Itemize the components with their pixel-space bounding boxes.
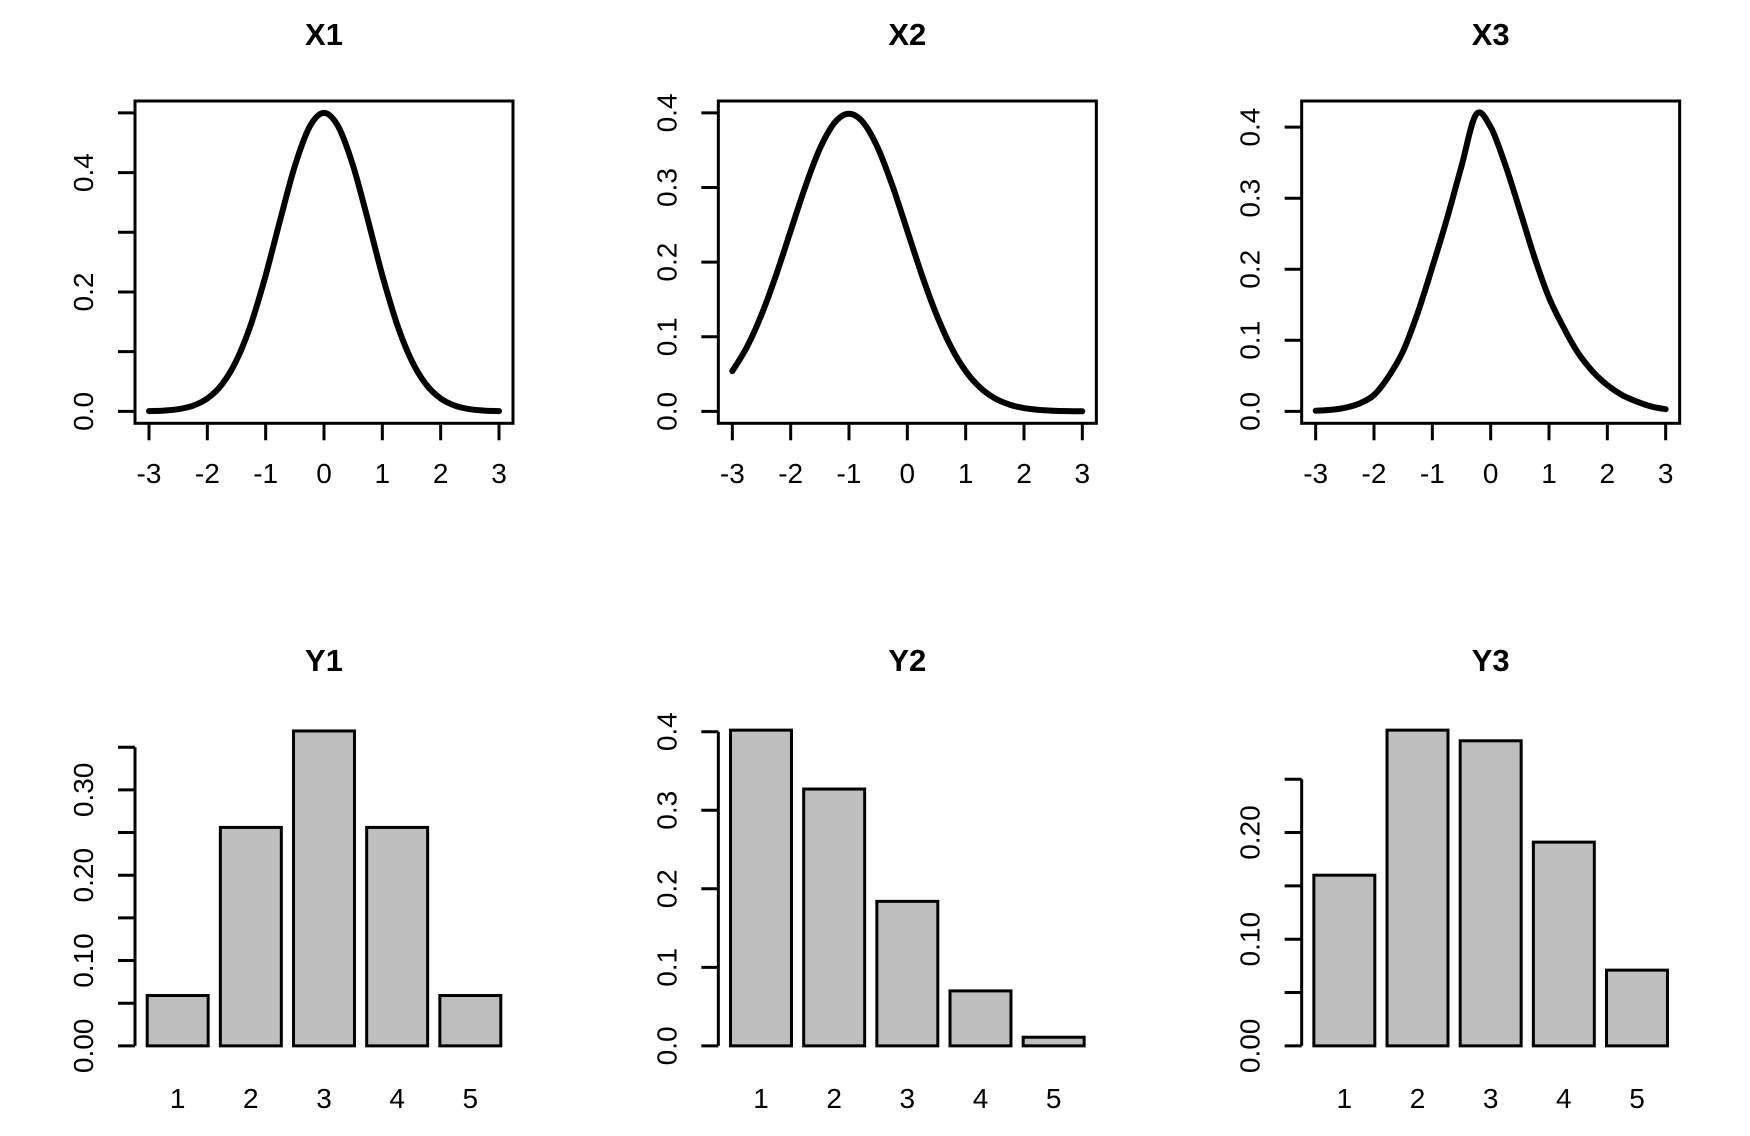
density-curve <box>1312 109 1669 414</box>
y-tick-label: 0.3 <box>651 168 682 207</box>
x-tick-label: 3 <box>1075 458 1091 489</box>
x-tick-label: 1 <box>958 458 974 489</box>
x-category-label: 5 <box>463 1083 479 1114</box>
y-tick-label: 0.1 <box>651 317 682 356</box>
panel-X2: X2 0.0 0.1 0.2 0.3 0.4 -3 -2 -1 0 1 2 3 <box>651 17 1098 489</box>
bar-3 <box>1458 739 1523 1048</box>
y-tick-label: 0.3 <box>651 791 682 830</box>
panel-title: X3 <box>1472 17 1510 52</box>
panel-title: Y1 <box>305 643 343 678</box>
bar-1 <box>145 994 210 1048</box>
panel-X1: X1 0.0 0.2 0.4 -3 -2 -1 0 1 2 3 <box>68 17 515 489</box>
y-tick-label: 0.20 <box>68 848 99 903</box>
x-category-label: 5 <box>1046 1083 1062 1114</box>
x-category-label: 1 <box>170 1083 186 1114</box>
x-tick-label: 2 <box>1016 458 1032 489</box>
x-tick-label: 0 <box>316 458 332 489</box>
bar-5 <box>1021 1035 1086 1048</box>
x-tick-label: -1 <box>1420 458 1445 489</box>
x-tick-label: 2 <box>433 458 449 489</box>
density-curve <box>729 110 1086 415</box>
y-tick-label: 0.2 <box>68 273 99 312</box>
x-tick-label: -3 <box>1303 458 1328 489</box>
x-category-label: 2 <box>1410 1083 1426 1114</box>
x-tick-label: -2 <box>195 458 220 489</box>
y-tick-label: 0.10 <box>1235 912 1266 967</box>
x-tick-label: 2 <box>1600 458 1616 489</box>
bar-2 <box>802 787 867 1048</box>
bar-1 <box>729 728 793 1048</box>
density-curve <box>146 109 502 415</box>
panel-title: Y3 <box>1472 643 1510 678</box>
y-tick-label: 0.2 <box>651 869 682 908</box>
plot-box <box>1300 99 1682 425</box>
y-tick-label: 0.30 <box>68 763 99 818</box>
x-tick-label: -1 <box>837 458 862 489</box>
y-tick-label: 0.2 <box>1235 250 1266 289</box>
x-category-label: 3 <box>900 1083 916 1114</box>
panel-Y3: Y3 0.00 0.10 0.20 1 2 3 4 5 <box>1235 643 1669 1114</box>
x-category-label: 2 <box>243 1083 259 1114</box>
x-tick-label: 1 <box>375 458 391 489</box>
y-tick-label: 0.4 <box>651 93 682 132</box>
x-tick-label: -2 <box>1362 458 1387 489</box>
x-category-label: 4 <box>1556 1083 1572 1114</box>
y-tick-label: 0.2 <box>651 243 682 282</box>
y-tick-label: 0.10 <box>68 933 99 988</box>
y-tick-label: 0.4 <box>651 712 682 751</box>
y-tick-label: 0.0 <box>651 1026 682 1065</box>
bar-4 <box>365 825 430 1048</box>
panel-title: X2 <box>888 17 926 52</box>
x-category-label: 1 <box>753 1083 769 1114</box>
x-tick-label: -1 <box>253 458 278 489</box>
y-tick-label: 0.20 <box>1235 805 1266 860</box>
x-tick-label: 0 <box>900 458 916 489</box>
x-category-label: 3 <box>316 1083 332 1114</box>
plot-box <box>716 99 1098 425</box>
y-tick-label: 0.4 <box>1235 108 1266 147</box>
y-tick-label: 0.4 <box>68 153 99 192</box>
bar-3 <box>875 899 940 1048</box>
y-tick-label: 0.0 <box>651 392 682 431</box>
bar-3 <box>292 729 356 1048</box>
x-tick-label: -2 <box>778 458 803 489</box>
x-tick-label: 1 <box>1541 458 1557 489</box>
x-category-label: 2 <box>826 1083 842 1114</box>
panel-title: X1 <box>305 17 343 52</box>
y-tick-label: 0.00 <box>1235 1019 1266 1074</box>
y-tick-label: 0.1 <box>1235 321 1266 360</box>
bar-2 <box>1385 728 1450 1048</box>
bar-5 <box>438 994 503 1048</box>
panel-title: Y2 <box>888 643 926 678</box>
y-tick-label: 0.1 <box>651 948 682 987</box>
y-tick-label: 0.3 <box>1235 179 1266 218</box>
panel-Y2: Y2 0.0 0.1 0.2 0.3 0.4 1 2 3 4 5 <box>651 643 1086 1114</box>
y-tick-label: 0.0 <box>68 392 99 431</box>
x-category-label: 3 <box>1483 1083 1499 1114</box>
panel-Y1: Y1 0.00 0.10 0.20 0.30 1 2 3 4 5 <box>68 643 503 1114</box>
bar-5 <box>1605 968 1669 1048</box>
x-tick-label: -3 <box>137 458 162 489</box>
x-category-label: 4 <box>389 1083 405 1114</box>
x-category-label: 1 <box>1337 1083 1353 1114</box>
x-category-label: 5 <box>1629 1083 1645 1114</box>
x-tick-label: 3 <box>1658 458 1674 489</box>
x-category-label: 4 <box>973 1083 989 1114</box>
bar-4 <box>948 989 1013 1048</box>
bar-1 <box>1312 873 1377 1048</box>
y-tick-label: 0.0 <box>1235 392 1266 431</box>
bar-2 <box>218 825 283 1048</box>
plot-box <box>133 99 515 425</box>
bar-4 <box>1531 840 1596 1048</box>
y-tick-label: 0.00 <box>68 1019 99 1074</box>
x-tick-label: 0 <box>1483 458 1499 489</box>
x-tick-label: 3 <box>491 458 507 489</box>
x-tick-label: -3 <box>720 458 745 489</box>
panel-X3: X3 0.0 0.1 0.2 0.3 0.4 -3 -2 -1 0 1 2 3 <box>1235 17 1682 489</box>
